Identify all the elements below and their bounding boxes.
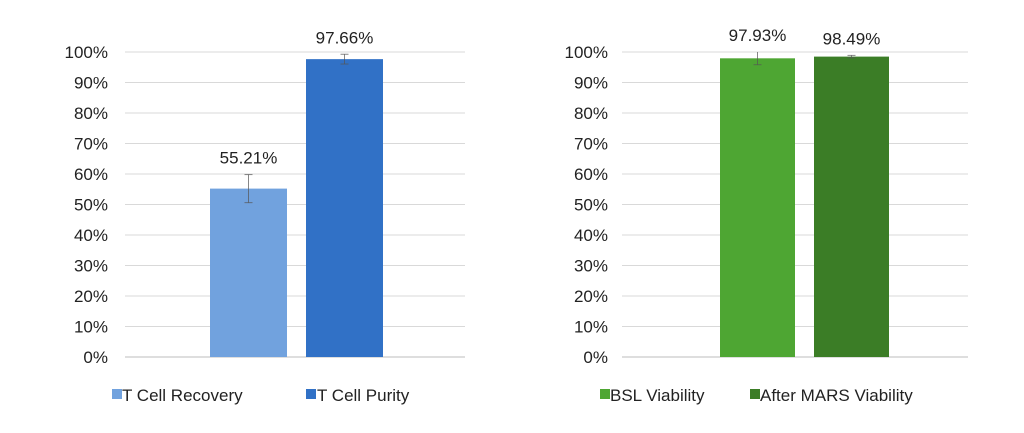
legend-swatch — [306, 389, 316, 399]
y-tick-label: 100% — [565, 43, 608, 62]
legend-label: BSL Viability — [610, 386, 705, 405]
y-tick-label: 40% — [574, 226, 608, 245]
bar — [814, 56, 889, 357]
y-tick-label: 20% — [574, 287, 608, 306]
data-label: 97.66% — [316, 28, 374, 47]
y-tick-label: 40% — [74, 226, 108, 245]
data-label: 55.21% — [220, 149, 278, 168]
bar — [306, 59, 383, 358]
y-tick-label: 10% — [74, 318, 108, 337]
data-label: 97.93% — [729, 26, 787, 45]
legend-swatch — [112, 389, 122, 399]
y-tick-label: 90% — [74, 74, 108, 93]
y-tick-label: 100% — [65, 43, 108, 62]
y-tick-label: 30% — [574, 257, 608, 276]
data-label: 98.49% — [823, 29, 881, 48]
y-tick-label: 10% — [574, 318, 608, 337]
legend-swatch — [600, 389, 610, 399]
y-tick-label: 50% — [574, 196, 608, 215]
legend-label: T Cell Recovery — [122, 386, 243, 405]
y-tick-label: 90% — [574, 74, 608, 93]
bar — [210, 188, 287, 357]
y-tick-label: 80% — [74, 104, 108, 123]
legend-swatch — [750, 389, 760, 399]
y-tick-label: 50% — [74, 196, 108, 215]
y-tick-label: 0% — [583, 348, 608, 367]
y-tick-label: 20% — [74, 287, 108, 306]
bar — [720, 58, 795, 357]
legend-label: T Cell Purity — [317, 386, 410, 405]
y-tick-label: 0% — [83, 348, 108, 367]
y-tick-label: 70% — [574, 135, 608, 154]
y-tick-label: 30% — [74, 257, 108, 276]
y-tick-label: 70% — [74, 135, 108, 154]
y-tick-label: 60% — [74, 165, 108, 184]
y-tick-label: 80% — [574, 104, 608, 123]
y-tick-label: 60% — [574, 165, 608, 184]
legend-label: After MARS Viability — [760, 386, 913, 405]
